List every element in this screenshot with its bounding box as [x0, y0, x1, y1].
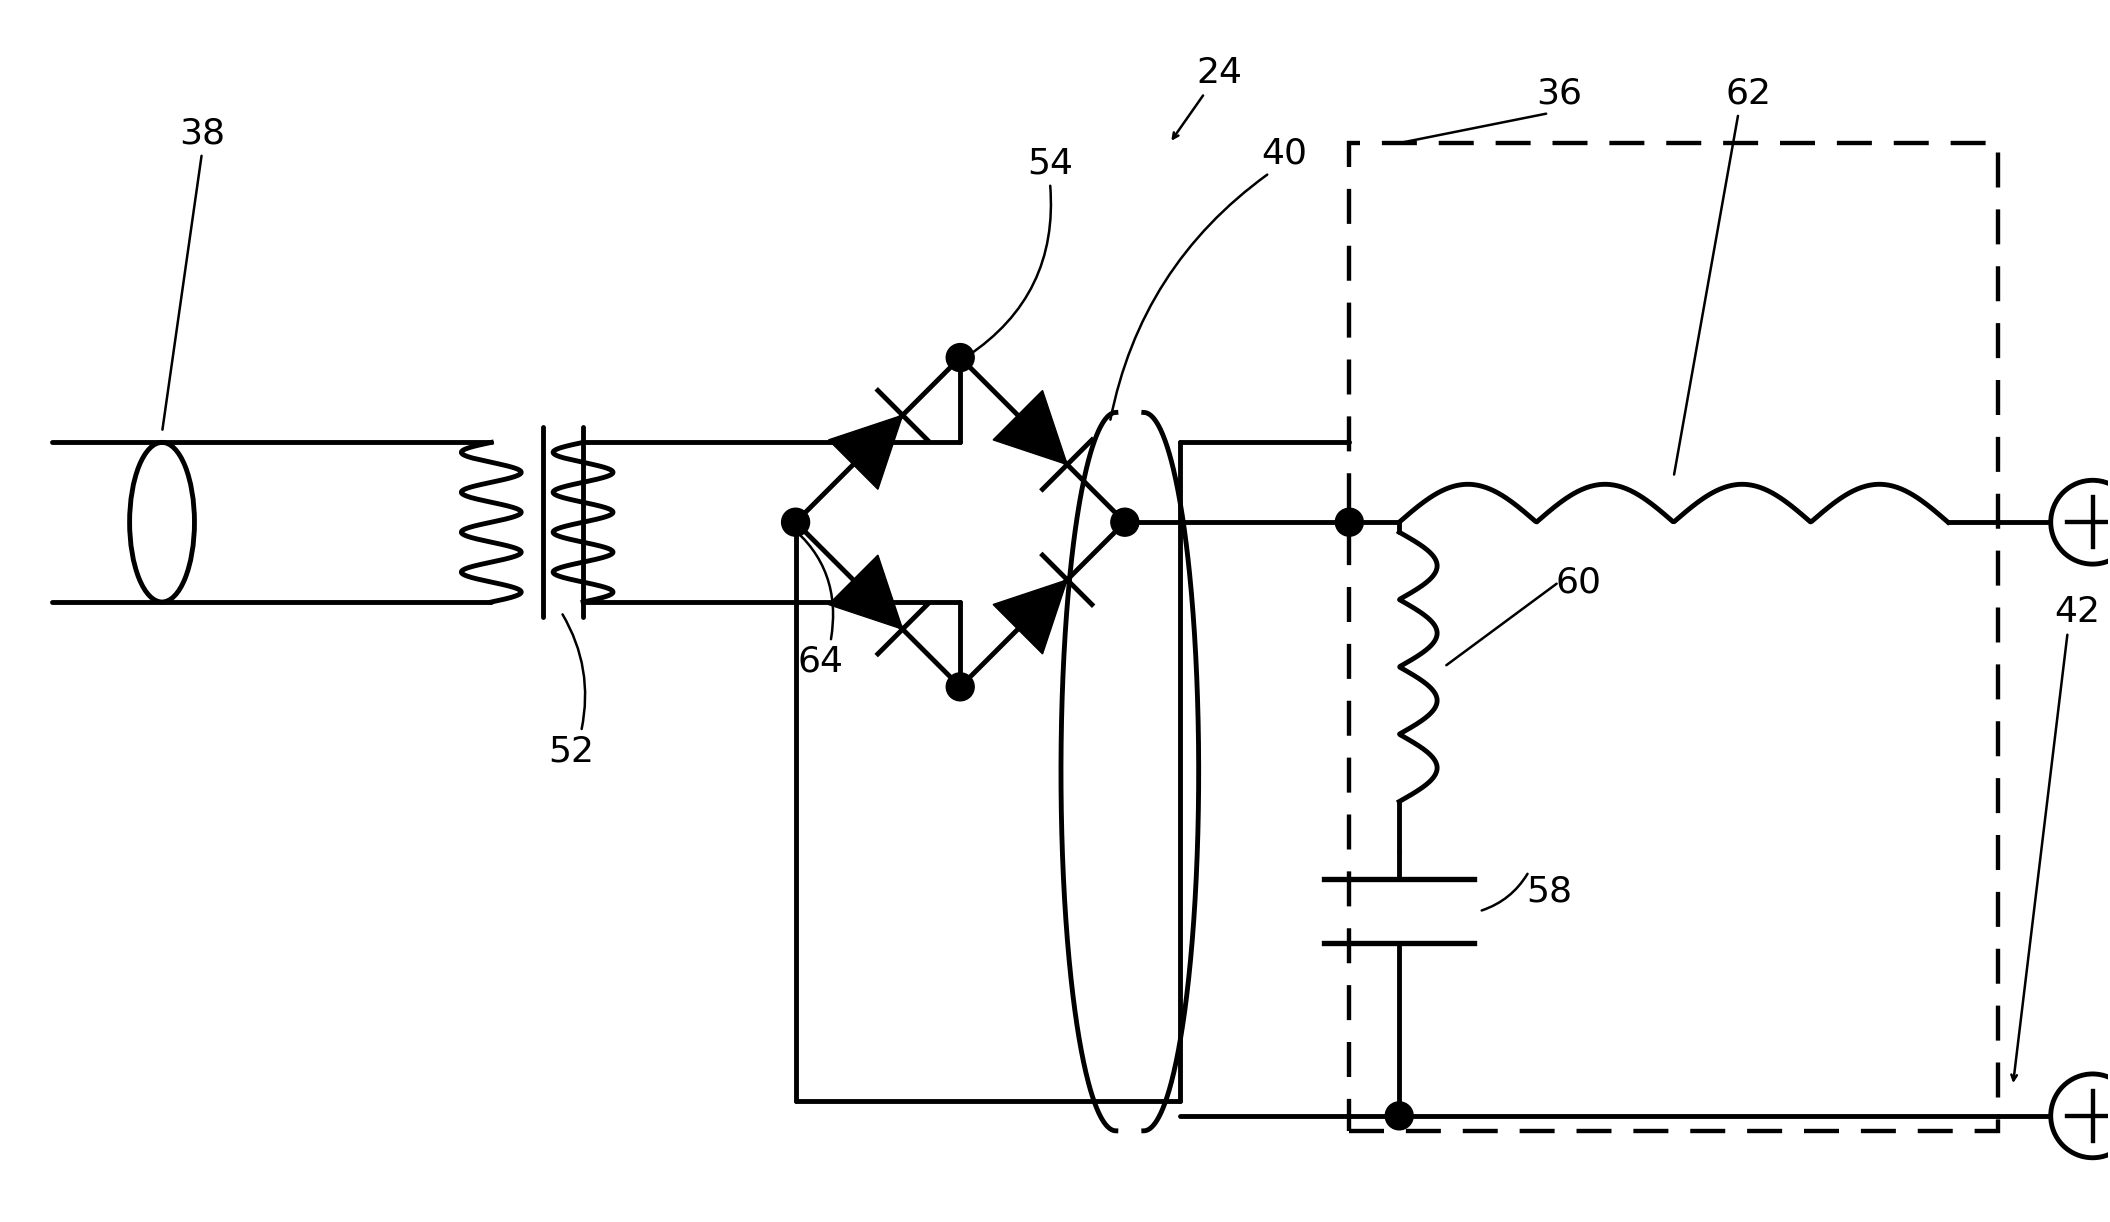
Text: 64: 64: [798, 645, 844, 679]
Text: 62: 62: [1726, 76, 1772, 110]
Bar: [1348, 143, 1998, 1130]
Text: 24: 24: [1196, 56, 1243, 90]
Polygon shape: [829, 415, 903, 489]
Circle shape: [781, 508, 810, 536]
Polygon shape: [994, 391, 1068, 464]
Circle shape: [1386, 1102, 1414, 1130]
Text: 54: 54: [1028, 145, 1074, 180]
Polygon shape: [829, 555, 903, 629]
Text: 42: 42: [2055, 595, 2102, 629]
Text: 38: 38: [179, 116, 226, 150]
Text: 52: 52: [549, 734, 595, 769]
Circle shape: [945, 343, 975, 371]
Circle shape: [1110, 508, 1139, 536]
Text: 36: 36: [1536, 76, 1582, 110]
Polygon shape: [994, 579, 1068, 654]
Text: 40: 40: [1262, 136, 1308, 170]
Text: 58: 58: [1526, 875, 1572, 908]
Circle shape: [1336, 508, 1363, 536]
Circle shape: [945, 673, 975, 700]
Text: 60: 60: [1555, 565, 1601, 599]
